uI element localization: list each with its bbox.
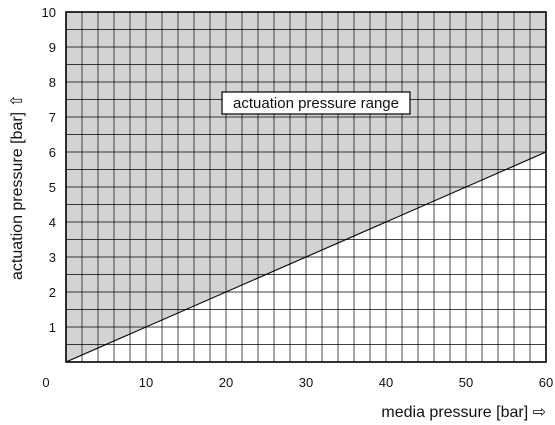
y-tick-labels: 1 2 3 4 5 6 7 8 9 10 bbox=[42, 5, 56, 335]
x-axis-label: media pressure [bar] ⇨ bbox=[381, 404, 546, 421]
x-tick-label: 0 bbox=[42, 375, 49, 390]
y-tick-label: 10 bbox=[42, 5, 56, 20]
x-tick-label: 30 bbox=[299, 375, 313, 390]
grid bbox=[66, 12, 546, 362]
x-tick-label: 20 bbox=[219, 375, 233, 390]
y-tick-label: 6 bbox=[49, 145, 56, 160]
plot-frame bbox=[65, 11, 547, 363]
y-tick-label: 3 bbox=[49, 250, 56, 265]
x-tick-label: 50 bbox=[459, 375, 473, 390]
y-tick-label: 7 bbox=[49, 110, 56, 125]
boundary-line bbox=[65, 151, 547, 363]
y-axis-label: actuation pressure [bar] ⇧ bbox=[9, 94, 26, 280]
annotation-text: actuation pressure range bbox=[233, 95, 399, 112]
y-tick-label: 1 bbox=[49, 320, 56, 335]
y-tick-label: 5 bbox=[49, 180, 56, 195]
x-tick-label: 40 bbox=[379, 375, 393, 390]
y-tick-label: 8 bbox=[49, 75, 56, 90]
x-tick-label: 10 bbox=[139, 375, 153, 390]
annotation-box bbox=[221, 91, 411, 115]
annotation: actuation pressure range bbox=[221, 91, 411, 115]
y-tick-label: 2 bbox=[49, 285, 56, 300]
x-tick-label: 60 bbox=[539, 375, 553, 390]
y-tick-label: 4 bbox=[49, 215, 56, 230]
y-tick-label: 9 bbox=[49, 40, 56, 55]
x-tick-labels: 0 10 20 30 40 50 60 bbox=[42, 375, 553, 390]
